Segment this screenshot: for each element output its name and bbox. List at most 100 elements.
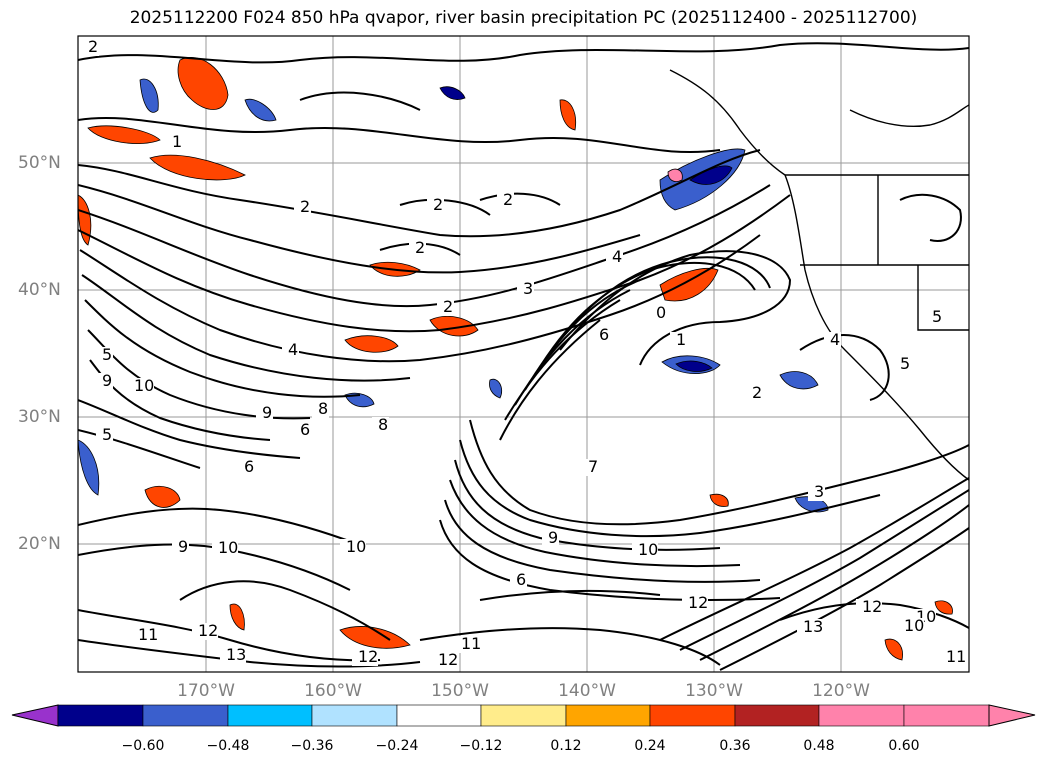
lon-label-170w: 170°W <box>177 681 235 701</box>
contour-label: 2 <box>503 190 513 209</box>
contour-label: 2 <box>88 37 98 56</box>
contour-label-bg <box>238 459 255 476</box>
anomaly-patch <box>559 99 577 131</box>
contour-label: 9 <box>548 528 558 547</box>
contour-label-bg <box>312 401 329 418</box>
colorbar-segment <box>57 704 144 727</box>
contour-label: 6 <box>300 420 310 439</box>
contour-label-bg <box>894 356 911 373</box>
anomaly-patch <box>779 371 819 390</box>
contour-label-bg <box>192 623 218 640</box>
contour-label-bg <box>606 249 623 266</box>
contour-label-bg <box>96 347 113 364</box>
contour-label-bg <box>409 240 426 257</box>
contour-label-bg <box>256 405 273 422</box>
colorbar-segment <box>396 704 482 727</box>
contour-label-bg <box>650 305 667 322</box>
colorbar-extend-high <box>988 704 1036 727</box>
contour-label-bg <box>128 378 154 395</box>
anomaly-patch <box>339 626 411 649</box>
colorbar-segment <box>565 704 651 727</box>
contour-label: 12 <box>198 621 218 640</box>
colorbar-tick-label: 0.24 <box>634 738 666 754</box>
contour-label: 10 <box>904 616 924 635</box>
contour-label-bg <box>282 342 299 359</box>
contour-label-bg <box>96 427 113 444</box>
colorbar-segment <box>734 704 820 727</box>
contour-label: 2 <box>443 297 453 316</box>
contour-label-bg <box>294 199 311 216</box>
contour-label: 9 <box>178 537 188 556</box>
anomaly-patch <box>675 360 713 372</box>
contour-label-bg <box>517 281 534 298</box>
lon-label-140w: 140°W <box>558 681 616 701</box>
precip-pc-shading <box>78 57 953 661</box>
colorbar-tick-label: −0.60 <box>121 738 165 754</box>
anomaly-patch <box>149 154 246 181</box>
contour-label: 11 <box>138 625 158 644</box>
contour-label: 13 <box>803 617 823 636</box>
anomaly-patch <box>78 439 100 496</box>
colorbar-segment <box>142 704 229 727</box>
contour-label: 1 <box>172 132 182 151</box>
contour-label-bg <box>432 652 458 669</box>
coastline <box>669 69 969 481</box>
contour-label-bg <box>940 649 966 666</box>
colorbar-tick-label: 0.48 <box>803 738 835 754</box>
contour-label: 5 <box>932 307 942 326</box>
contour-label-bg <box>856 599 882 616</box>
contour-label: 2 <box>415 238 425 257</box>
contour-label: 5 <box>102 425 112 444</box>
colorbar-tick-label: −0.24 <box>375 738 419 754</box>
contour-label: 11 <box>946 647 966 666</box>
contour-label: 2 <box>752 383 762 402</box>
anomaly-patch <box>87 125 161 144</box>
contour-label: 5 <box>900 354 910 373</box>
contour-label: 4 <box>612 247 622 266</box>
contour-label-bg <box>340 539 366 556</box>
contour-label: 4 <box>830 330 840 349</box>
contour-label-bg <box>898 618 924 635</box>
contour-label: 2 <box>433 195 443 214</box>
anomaly-patch <box>667 168 683 182</box>
contour-label: 8 <box>318 399 328 418</box>
contour-label: 10 <box>638 540 658 559</box>
contour-label: 12 <box>358 647 378 666</box>
colorbar-tick-label: −0.36 <box>290 738 334 754</box>
lon-label-150w: 150°W <box>431 681 489 701</box>
lon-label-130w: 130°W <box>685 681 743 701</box>
colorbar-extend-low <box>11 704 59 727</box>
contour-label: 8 <box>378 415 388 434</box>
contour-label-bg <box>670 332 687 349</box>
colorbar-segment <box>311 704 398 727</box>
colorbar-tick-label: 0.36 <box>719 738 751 754</box>
contour-label: 1 <box>676 330 686 349</box>
anomaly-patch <box>244 98 277 122</box>
colorbar-tick-label: −0.12 <box>459 738 503 754</box>
contour-label: 2 <box>300 197 310 216</box>
anomaly-patch <box>884 638 903 661</box>
contour-label: 5 <box>102 345 112 364</box>
contour-label: 11 <box>461 634 481 653</box>
lat-label-20n: 20°N <box>18 534 61 554</box>
colorbar-tick-label: 0.60 <box>888 738 920 754</box>
contour-label-bg <box>427 197 444 214</box>
colorbar-tick-label: 0.12 <box>550 738 582 754</box>
contour-label-bg <box>824 332 841 349</box>
contour-label: 10 <box>346 537 366 556</box>
anomaly-patch <box>489 378 503 399</box>
contour-label: 10 <box>218 538 238 557</box>
lat-label-40n: 40°N <box>18 280 61 300</box>
contour-label: 6 <box>516 570 526 589</box>
anomaly-patch <box>439 86 466 100</box>
figure-title: 2025112200 F024 850 hPa qvapor, river ba… <box>129 8 918 28</box>
contour-label-bg <box>582 459 599 476</box>
colorbar-segment <box>227 704 313 727</box>
contour-label: 6 <box>599 325 609 344</box>
contour-label-bg <box>455 636 481 653</box>
contour-label: 3 <box>523 279 533 298</box>
lat-label-30n: 30°N <box>18 407 61 427</box>
anomaly-patch <box>144 486 181 508</box>
contour-label-bg <box>212 540 238 557</box>
